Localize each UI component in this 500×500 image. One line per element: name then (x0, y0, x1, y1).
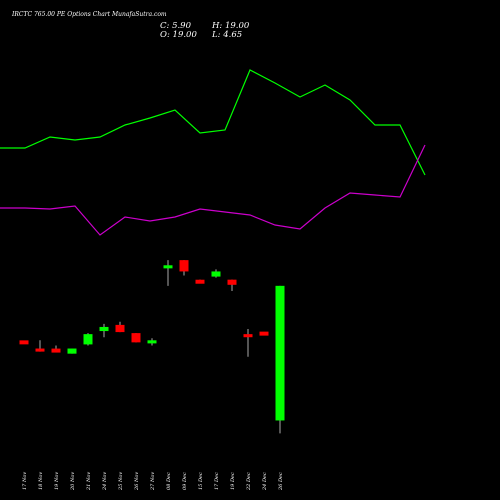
candle-body (99, 326, 109, 332)
x-tick-label: 20 Nov (70, 472, 76, 491)
x-axis: 17 Nov 18 Nov 19 Nov 20 Nov 21 Nov 24 Nov 25 N… (22, 472, 284, 491)
candle-body (275, 285, 285, 421)
x-tick-label: 26 Nov (134, 472, 140, 491)
x-tick-label: 24 Dec (262, 472, 268, 491)
x-tick-label: 17 Nov (22, 472, 28, 490)
candle-body (147, 340, 157, 344)
x-tick-label: 24 Nov (102, 472, 108, 491)
x-tick-label: 18 Nov (38, 472, 44, 490)
candle-body (259, 331, 269, 336)
candle-body (35, 348, 45, 352)
candle-body (195, 279, 205, 284)
x-tick-label: 27 Nov (150, 472, 156, 491)
candle-body (67, 348, 77, 354)
candle-body (115, 324, 125, 333)
x-tick-label: 19 Dec (230, 472, 236, 490)
x-tick-label: 19 Nov (54, 472, 60, 490)
x-tick-label: 17 Dec (214, 472, 220, 490)
x-tick-label: 15 Dec (198, 472, 204, 490)
candle-body (83, 334, 93, 345)
candle-body (131, 333, 141, 343)
low-label: L: 4.65 (211, 30, 242, 40)
candlesticks (19, 260, 285, 434)
candle-body (243, 334, 253, 338)
x-tick-label: 25 Nov (118, 472, 124, 491)
high-label: H: 19.00 (211, 21, 250, 31)
x-tick-label: 26 Dec (278, 472, 284, 491)
line-series-upper (0, 69, 426, 176)
x-tick-label: 21 Nov (86, 472, 92, 491)
candle-body (163, 265, 173, 269)
close-label: C: 5.90 (160, 21, 192, 31)
x-tick-label: 09 Dec (182, 472, 188, 490)
line-series-lower (0, 144, 426, 236)
candle-body (19, 340, 29, 345)
indicator-lines (0, 69, 426, 236)
candle-body (227, 279, 237, 285)
open-label: O: 19.00 (160, 30, 197, 40)
candle-body (179, 260, 189, 272)
x-tick-label: 22 Dec (246, 472, 252, 491)
x-tick-label: 08 Dec (166, 472, 172, 490)
candle-body (51, 348, 61, 353)
candle-body (211, 271, 221, 277)
chart-title: IRCTC 765.00 PE Options Chart MunafaSutr… (11, 11, 167, 18)
